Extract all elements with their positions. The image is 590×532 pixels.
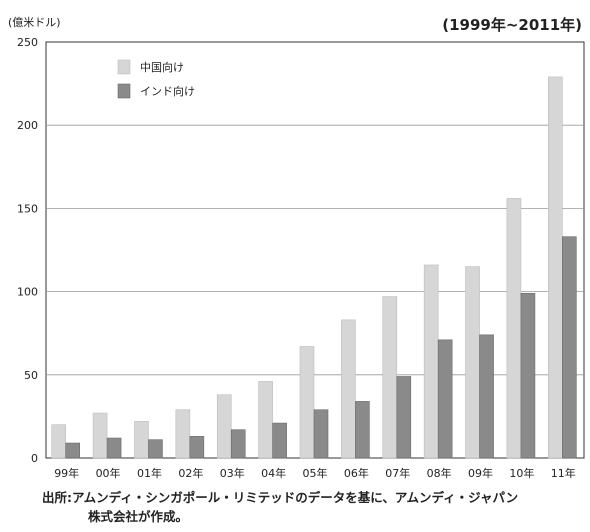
bar-china	[216, 394, 232, 459]
y-tick-label: 200	[17, 119, 38, 132]
bar-india	[437, 339, 453, 459]
bar-china	[423, 264, 439, 459]
legend-swatch	[117, 83, 131, 99]
bar-india	[562, 236, 577, 459]
bar-india	[313, 409, 329, 459]
x-tick-label: 03年	[220, 466, 245, 480]
y-tick-label: 150	[17, 202, 38, 215]
bar-india	[65, 442, 80, 459]
bar-china	[465, 266, 480, 459]
bar-china	[175, 409, 191, 459]
y-tick-label: 250	[17, 36, 38, 49]
x-tick-label: 99年	[54, 466, 79, 480]
x-tick-label: 02年	[178, 466, 203, 480]
bar-india	[106, 437, 122, 459]
y-tick-label: 100	[17, 286, 38, 299]
source-note: 出所:アムンディ・シンガポール・リミテッドのデータを基に、アムンディ・ジャパン …	[42, 488, 582, 526]
bar-china	[51, 424, 66, 459]
y-axis-unit-label: (億米ドル)	[8, 16, 61, 29]
bar-india	[355, 401, 370, 459]
x-tick-label: 07年	[385, 466, 410, 480]
y-tick-label: 0	[31, 452, 38, 465]
y-tick-label: 50	[24, 369, 38, 382]
chart-period-label: (1999年~2011年)	[442, 16, 582, 34]
bar-india	[189, 436, 205, 459]
legend-swatch	[117, 59, 131, 75]
plot-frame	[45, 41, 585, 459]
x-tick-label: 00年	[96, 466, 121, 480]
source-line-1: 出所:アムンディ・シンガポール・リミテッドのデータを基に、アムンディ・ジャパン	[42, 490, 519, 505]
bar-china	[92, 412, 108, 459]
bar-china	[341, 319, 356, 459]
bar-india	[479, 334, 494, 459]
x-tick-label: 04年	[261, 466, 286, 480]
bar-india	[520, 292, 536, 459]
x-tick-label: 09年	[468, 466, 493, 480]
legend-label: インド向け	[140, 84, 195, 98]
x-tick-label: 11年	[551, 466, 576, 480]
bar-china	[548, 76, 563, 459]
bar-india	[272, 422, 287, 459]
source-line-2: 株式会社が作成。	[88, 509, 189, 524]
bar-china	[134, 421, 149, 459]
bar-china	[506, 198, 522, 459]
bar-india	[148, 439, 163, 459]
bar-india	[230, 429, 246, 459]
x-tick-label: 08年	[427, 466, 452, 480]
x-tick-label: 10年	[509, 466, 534, 480]
x-tick-label: 06年	[344, 466, 369, 480]
x-tick-label: 01年	[137, 466, 162, 480]
x-tick-label: 05年	[303, 466, 328, 480]
bar-china	[382, 296, 398, 459]
legend-label: 中国向け	[140, 60, 184, 74]
bar-china	[258, 381, 273, 459]
bar-china	[299, 346, 315, 459]
bar-india	[396, 376, 412, 459]
